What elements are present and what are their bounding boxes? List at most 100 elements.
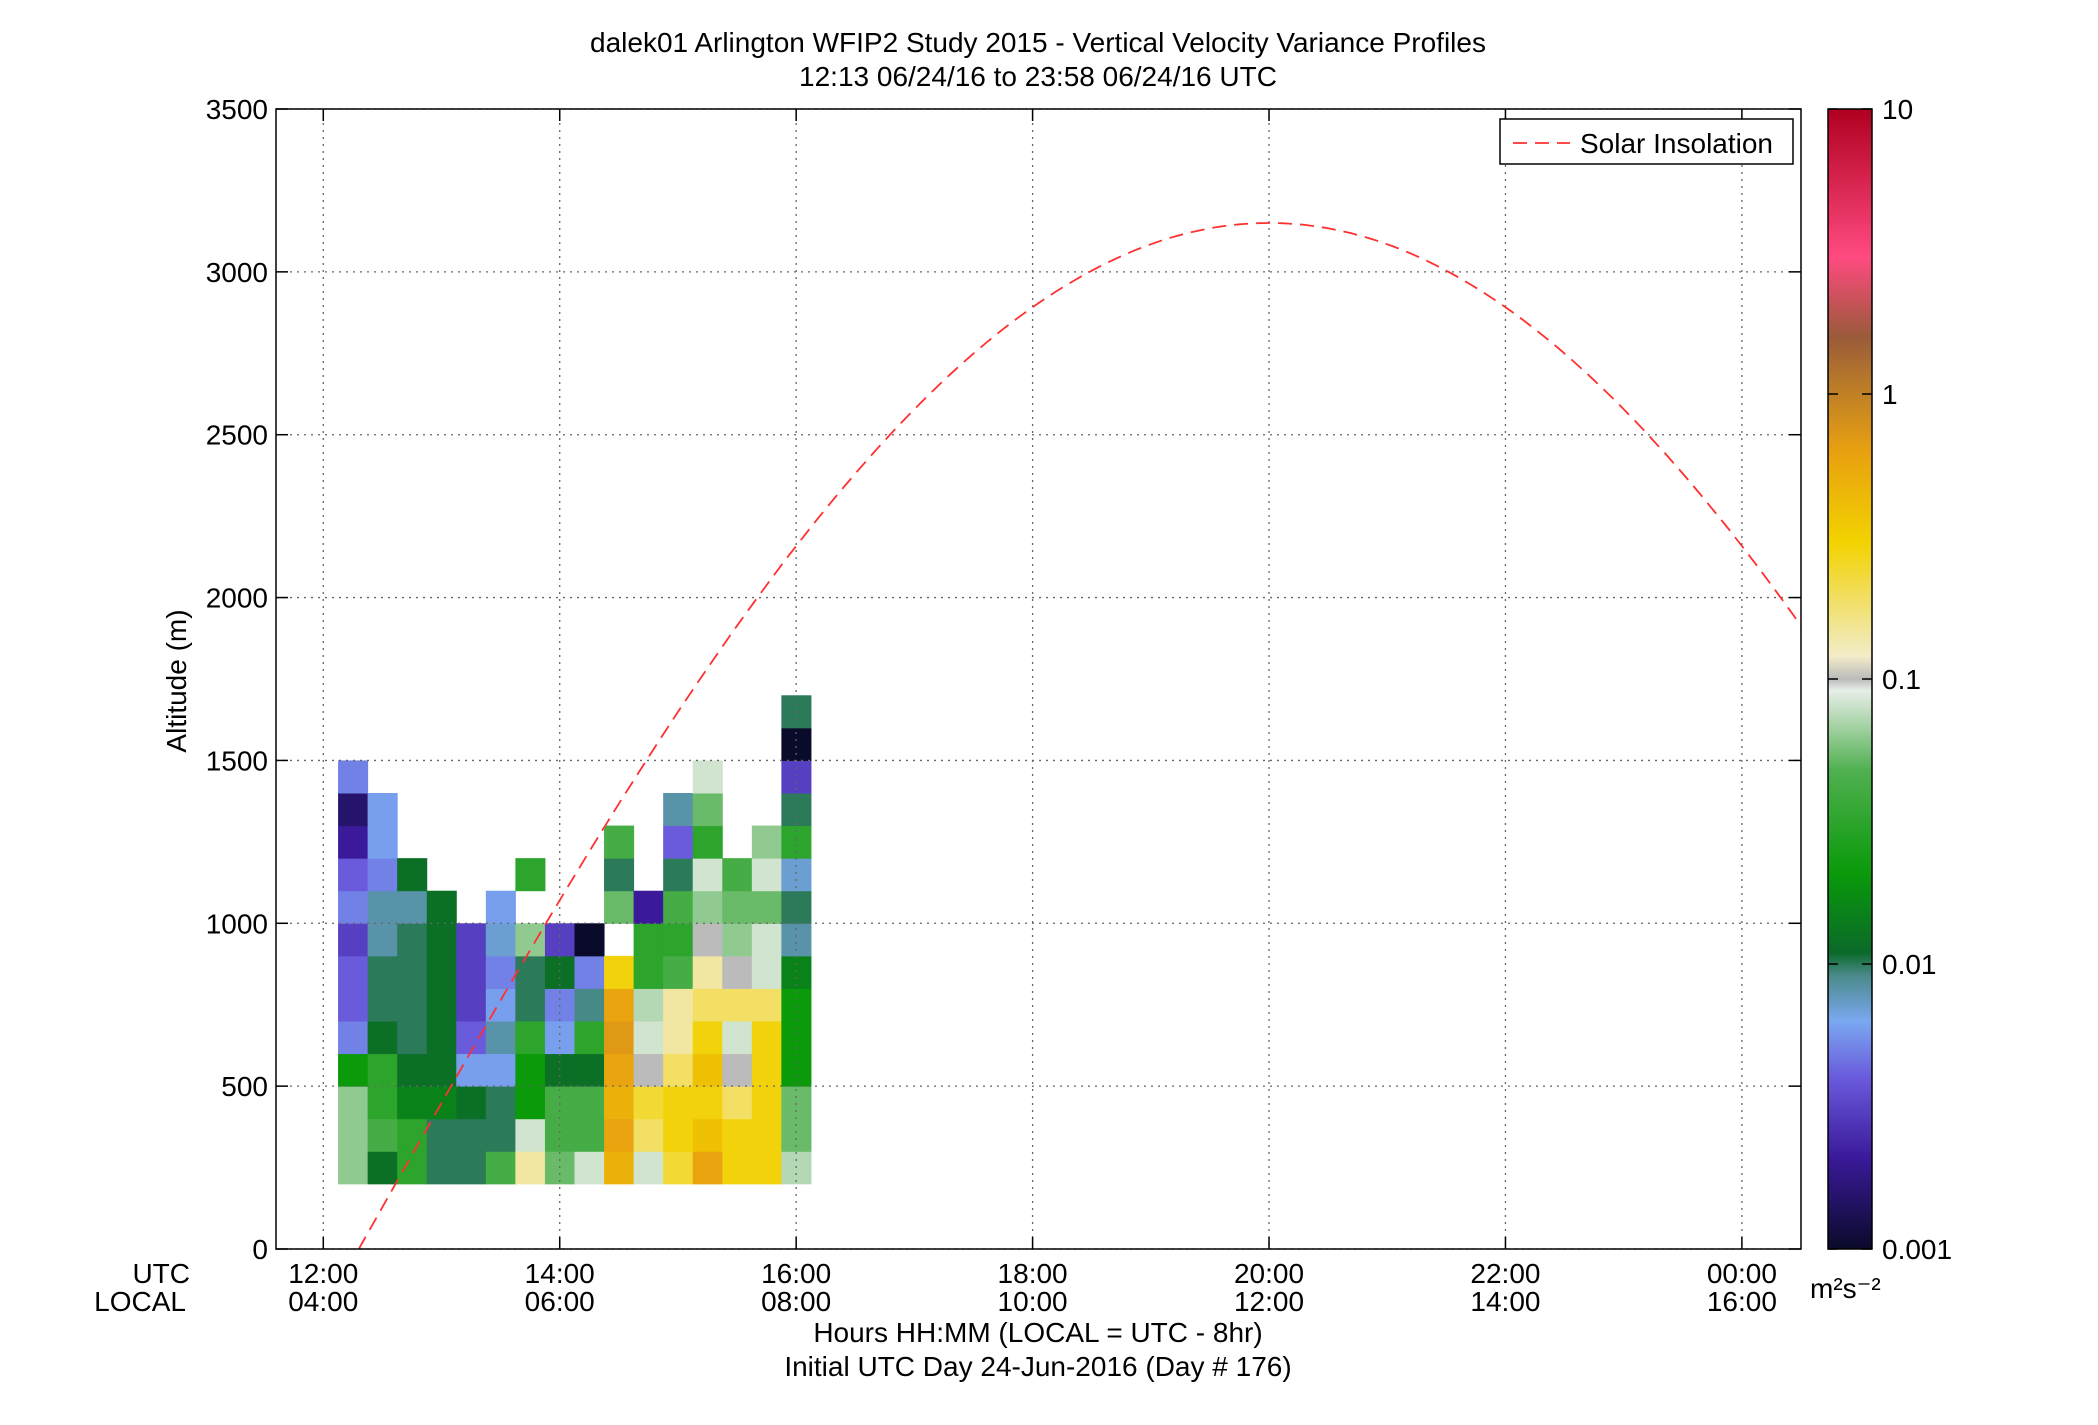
heatmap-cell [722,1053,753,1087]
heatmap-cell [663,955,694,989]
y-tick-label: 0 [252,1234,268,1265]
y-tick-label: 3000 [206,257,268,288]
x-tick-label-utc: 14:00 [525,1258,595,1289]
heatmap-cell [515,1021,546,1055]
heatmap-cell [663,1086,694,1120]
x-tick-label-utc: 22:00 [1470,1258,1540,1289]
heatmap-cell [338,760,369,794]
heatmap-cell [338,1151,369,1185]
heatmap-cell [633,955,664,989]
heatmap-cell [544,988,575,1022]
heatmap-cell [781,1053,812,1087]
heatmap-cell [426,1086,457,1120]
heatmap-cell [574,1086,605,1120]
heatmap-cell [338,1021,369,1055]
colorbar-tick-label: 1 [1882,379,1898,410]
heatmap-cell [722,858,753,892]
heatmap-cell [692,760,723,794]
heatmap-cells [338,695,812,1185]
plot-frame [275,108,1802,1250]
legend: Solar Insolation [1499,118,1794,165]
heatmap-cell [574,955,605,989]
heatmap-cell [426,1053,457,1087]
heatmap-cell [338,825,369,859]
heatmap-cell [397,1021,428,1055]
x-tick-label-utc: 20:00 [1234,1258,1304,1289]
heatmap-cell [456,1086,487,1120]
x-row-label-local: LOCAL [94,1286,186,1317]
heatmap-cell [338,1118,369,1152]
heatmap-cell [338,988,369,1022]
heatmap-cell [722,890,753,924]
heatmap-cell [633,1021,664,1055]
heatmap-cell [751,1086,782,1120]
heatmap-cell [663,890,694,924]
heatmap-cell [367,793,398,827]
heatmap-cell [485,1021,516,1055]
chart-subtitle: 12:13 06/24/16 to 23:58 06/24/16 UTC [799,61,1277,92]
heatmap-cell [338,858,369,892]
heatmap-cell [751,988,782,1022]
heatmap-cell [663,793,694,827]
heatmap-cell [485,890,516,924]
heatmap-cell [604,825,635,859]
chart-title: dalek01 Arlington WFIP2 Study 2015 - Ver… [590,27,1486,58]
heatmap-cell [397,858,428,892]
y-tick-label: 1000 [206,908,268,939]
heatmap-cell [604,1086,635,1120]
heatmap-cell [692,955,723,989]
heatmap-cell [663,988,694,1022]
heatmap-cell [692,988,723,1022]
heatmap-cell [781,858,812,892]
heatmap-cell [574,1151,605,1185]
heatmap-cell [367,955,398,989]
heatmap-cell [692,890,723,924]
grid-lines [276,108,1801,1250]
heatmap-cell [692,858,723,892]
heatmap-cell [515,1053,546,1087]
heatmap-cell [515,955,546,989]
y-tick-label: 3500 [206,94,268,125]
heatmap-cell [456,955,487,989]
heatmap-cell [367,858,398,892]
heatmap-cell [367,1118,398,1152]
heatmap-cell [663,1151,694,1185]
heatmap-cell [604,1118,635,1152]
heatmap-cell [338,793,369,827]
heatmap-cell [574,988,605,1022]
heatmap-cell [426,1118,457,1152]
heatmap-cell [456,1151,487,1185]
heatmap-cell [604,955,635,989]
heatmap-cell [633,1053,664,1087]
heatmap-cell [515,1086,546,1120]
heatmap-cell [722,923,753,957]
x-tick-label-local: 08:00 [761,1286,831,1317]
heatmap-cell [781,955,812,989]
heatmap-cell [338,923,369,957]
heatmap-cell [426,890,457,924]
heatmap-cell [722,955,753,989]
heatmap-cell [485,955,516,989]
heatmap-cell [397,890,428,924]
heatmap-cell [367,1021,398,1055]
y-tick-label: 1500 [206,745,268,776]
heatmap-cell [515,988,546,1022]
heatmap-cell [781,760,812,794]
x-axis-label: Hours HH:MM (LOCAL = UTC - 8hr) [813,1317,1262,1348]
colorbar-tick-label: 0.1 [1882,664,1921,695]
heatmap-cell [338,1053,369,1087]
heatmap-cell [633,923,664,957]
heatmap-cell [397,955,428,989]
heatmap-cell [367,1151,398,1185]
heatmap-cell [663,1118,694,1152]
heatmap-cell [692,923,723,957]
heatmap-cell [692,1086,723,1120]
heatmap-cell [456,988,487,1022]
x-tick-label-local: 14:00 [1470,1286,1540,1317]
heatmap-cell [722,1118,753,1152]
heatmap-cell [663,858,694,892]
heatmap-cell [367,1086,398,1120]
heatmap-cell [456,1021,487,1055]
colorbar-unit-label: m²s⁻² [1810,1273,1881,1304]
